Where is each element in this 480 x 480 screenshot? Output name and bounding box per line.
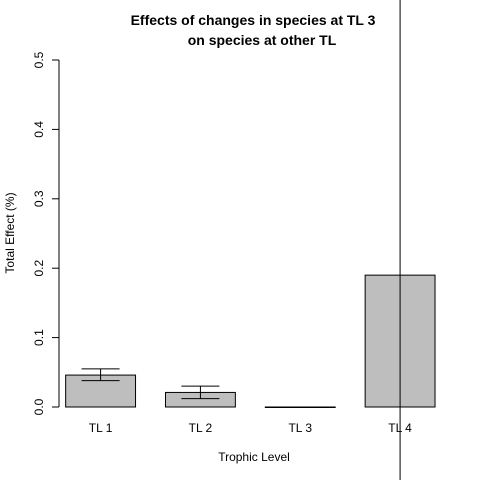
y-tick-label: 0.2 [32,260,46,277]
y-tick-label: 0.4 [32,121,46,138]
y-axis-label: Total Effect (%) [3,192,17,273]
bar-tl-3 [265,407,335,408]
x-tick-label: TL 2 [189,421,213,435]
x-tick-label: TL 3 [288,421,312,435]
y-tick-label: 0.5 [32,51,46,68]
chart-title-line-1: Effects of changes in species at TL 3 [131,12,376,28]
y-tick-label: 0.1 [32,329,46,346]
chart-title-line-2: on species at other TL [188,32,337,48]
y-tick-label: 0.3 [32,190,46,207]
x-axis-label: Trophic Level [218,450,290,464]
y-tick-label: 0.0 [32,398,46,415]
x-tick-label: TL 1 [89,421,113,435]
